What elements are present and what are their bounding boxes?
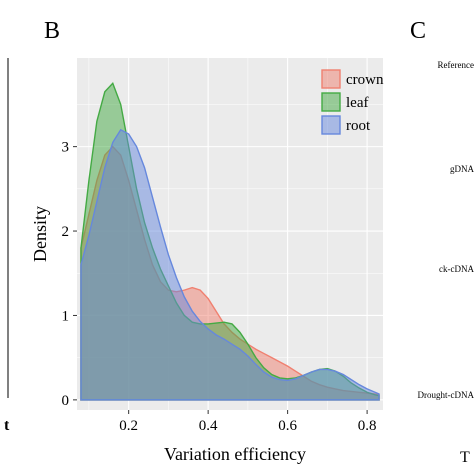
- y-axis-title: Density: [30, 206, 50, 262]
- legend-label-root: root: [346, 118, 371, 134]
- left-panel-clipped-label: t: [4, 417, 10, 434]
- x-axis-title: Variation efficiency: [164, 444, 306, 464]
- x-tick-label: 0.8: [358, 418, 377, 434]
- y-tick-label: 2: [62, 224, 70, 240]
- legend-label-leaf: leaf: [346, 95, 368, 111]
- right-label-reference: Reference: [438, 60, 474, 70]
- right-label-gdna: gDNA: [450, 164, 474, 174]
- panel-b-letter: B: [44, 18, 60, 44]
- x-axis: 0.2 0.4 0.6 0.8: [119, 410, 376, 434]
- density-areas: [80, 82, 380, 401]
- legend-key-leaf: [321, 92, 341, 112]
- y-tick-label: 1: [62, 308, 70, 324]
- legend-key-root: [321, 115, 341, 135]
- right-panel-clipped-label: T: [460, 449, 470, 466]
- density-area-root: [80, 128, 380, 401]
- right-label-ck-cdna: ck-cDNA: [439, 264, 474, 274]
- legend-key-crown: [321, 69, 341, 89]
- panel-c-letter: C: [410, 18, 426, 44]
- y-tick-label: 0: [62, 393, 70, 409]
- x-tick-label: 0.2: [119, 418, 138, 434]
- y-tick-label: 3: [62, 140, 70, 156]
- right-label-drought-cdna: Drought-cDNA: [418, 390, 474, 400]
- x-tick-label: 0.4: [199, 418, 218, 434]
- legend-label-crown: crown: [346, 72, 384, 88]
- y-axis: 0 1 2 3: [62, 140, 77, 409]
- x-tick-label: 0.6: [278, 418, 297, 434]
- right-panel-labels: Reference gDNA ck-cDNA Drought-cDNA: [418, 60, 474, 400]
- legend: crown leaf root: [321, 69, 384, 135]
